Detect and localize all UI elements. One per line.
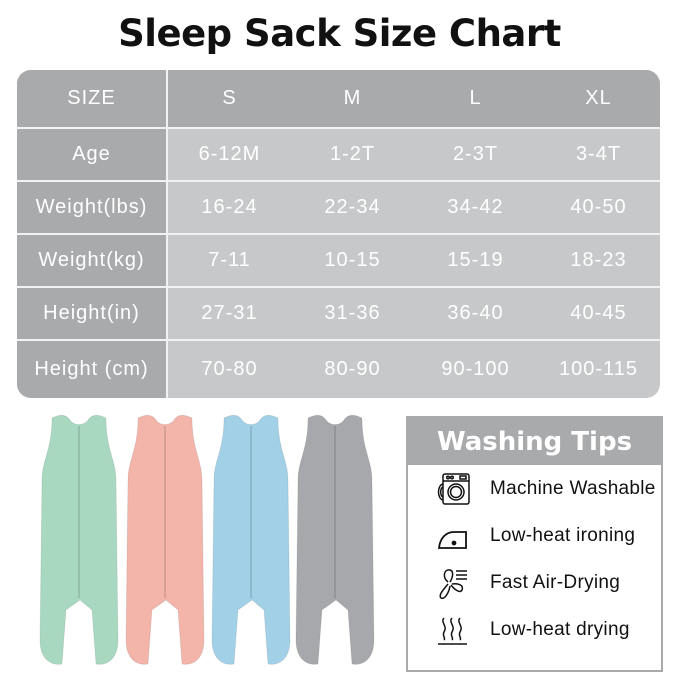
table-row: Weight(kg) 7-11 10-15 15-19 18-23 xyxy=(17,233,660,286)
table-cell: 70-80 xyxy=(201,358,258,380)
tip-item: Fast Air-Drying xyxy=(408,559,661,606)
table-cell: 1-2T xyxy=(329,143,376,165)
table-row: Height(in) 27-31 31-36 36-40 40-45 xyxy=(17,286,660,339)
row-label: Height(in) xyxy=(17,288,168,339)
table-cell: 10-15 xyxy=(324,249,381,271)
iron-icon xyxy=(438,530,467,549)
table-cell: 7-11 xyxy=(208,249,251,271)
table-cell: 27-31 xyxy=(201,302,258,324)
table-cell: 40-45 xyxy=(570,302,627,324)
fan-icon xyxy=(439,568,467,599)
washing-tips-box: Washing Tips Machine Washable Low-heat i… xyxy=(406,416,663,672)
table-cell: 3-4T xyxy=(575,143,622,165)
tip-label: Low-heat drying xyxy=(490,618,630,640)
size-table: SIZE S M L XL Age 6-12M 1-2T 2-3T 3-4T Weight… xyxy=(17,70,660,398)
tip-item: Low-heat ironing xyxy=(408,512,661,559)
row-label: Weight(lbs) xyxy=(17,182,168,233)
header-cell: S xyxy=(222,87,237,109)
table-cell: 16-24 xyxy=(201,196,258,218)
header-cell: L xyxy=(469,87,482,109)
table-header-row: SIZE S M L XL xyxy=(17,70,660,127)
sleep-sack-image xyxy=(211,414,291,665)
sleep-sack-image xyxy=(125,414,205,665)
table-cell: 2-3T xyxy=(452,143,499,165)
sleep-sack-image xyxy=(295,414,375,665)
header-cell: SIZE xyxy=(17,70,168,127)
tip-label: Machine Washable xyxy=(490,477,656,499)
table-cell: 31-36 xyxy=(324,302,381,324)
tip-item: Machine Washable xyxy=(408,465,661,512)
table-cell: 80-90 xyxy=(324,358,381,380)
table-cell: 90-100 xyxy=(441,358,510,380)
washing-machine-icon xyxy=(437,472,470,505)
sleep-sack-images xyxy=(30,410,400,672)
header-cell: XL xyxy=(585,87,612,109)
sleep-sack-image xyxy=(39,414,119,665)
row-label: Weight(kg) xyxy=(17,235,168,286)
table-row: Height (cm) 70-80 80-90 90-100 100-115 xyxy=(17,339,660,398)
tip-label: Low-heat ironing xyxy=(490,524,636,546)
tip-item: Low-heat drying xyxy=(408,606,661,653)
table-cell: 36-40 xyxy=(447,302,504,324)
page-title: Sleep Sack Size Chart xyxy=(118,12,561,55)
table-cell: 34-42 xyxy=(447,196,504,218)
table-cell: 15-19 xyxy=(447,249,504,271)
table-row: Weight(lbs) 16-24 22-34 34-42 40-50 xyxy=(17,180,660,233)
table-cell: 22-34 xyxy=(324,196,381,218)
tip-label: Fast Air-Drying xyxy=(490,571,621,593)
table-cell: 6-12M xyxy=(198,143,261,165)
row-label: Height (cm) xyxy=(17,341,168,398)
table-row: Age 6-12M 1-2T 2-3T 3-4T xyxy=(17,127,660,180)
table-cell: 100-115 xyxy=(559,358,638,380)
washing-tips-title: Washing Tips xyxy=(408,418,661,465)
row-label: Age xyxy=(17,129,168,180)
table-cell: 40-50 xyxy=(570,196,627,218)
header-cell: M xyxy=(343,87,362,109)
heat-icon xyxy=(438,616,467,645)
table-cell: 18-23 xyxy=(570,249,627,271)
